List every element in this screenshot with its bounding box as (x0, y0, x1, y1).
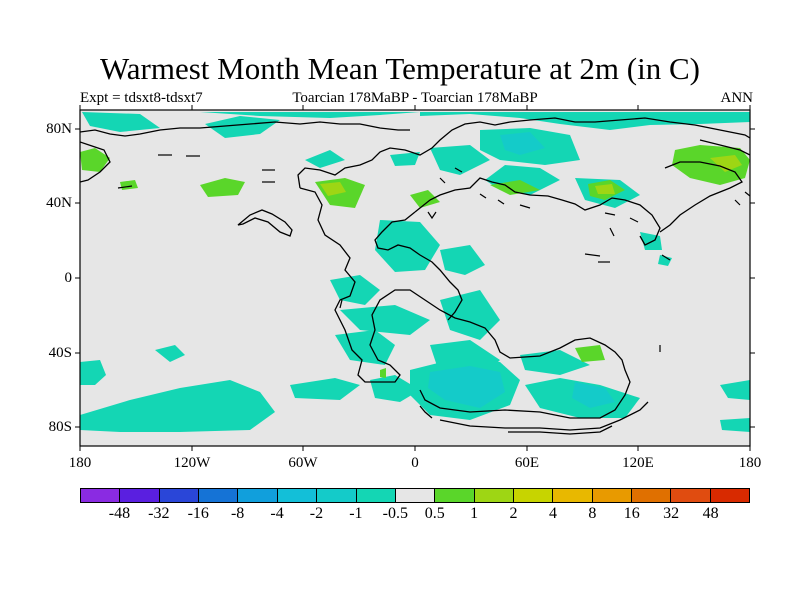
colorbar-label: 16 (623, 505, 640, 522)
colorbar-swatch (592, 489, 633, 502)
colorbar-label: -1 (349, 505, 363, 522)
colorbar-label: -16 (187, 505, 209, 522)
x-tick-label: 60W (288, 455, 318, 471)
period-label: Toarcian 178MaBP - Toarcian 178MaBP (292, 90, 538, 106)
colorbar-label: 48 (702, 505, 719, 522)
islands (117, 154, 750, 352)
colorbar-label: 0.5 (424, 505, 445, 522)
y-tick-label: 0 (64, 270, 73, 286)
colorbar-swatch (81, 489, 121, 502)
stronger-positive-areas (320, 155, 742, 196)
colorbar-swatch (395, 489, 436, 502)
map-title: Warmest Month Mean Temperature at 2m (in… (100, 51, 700, 86)
season-label: ANN (720, 90, 754, 106)
x-tick-label: 60E (514, 455, 540, 471)
colorbar-swatch (277, 489, 318, 502)
anomaly-field (80, 112, 750, 435)
colorbar-label: -2 (309, 505, 324, 522)
colorbar-label: -8 (230, 505, 245, 522)
x-tick-label: 180 (738, 455, 762, 471)
colorbar-swatch (553, 489, 593, 502)
stronger-negative-areas (428, 132, 615, 408)
colorbar-swatch (474, 489, 514, 502)
colorbar-label: 2 (509, 505, 518, 522)
colorbar-swatch (632, 489, 672, 502)
colorbar-label: -4 (270, 505, 284, 522)
colorbar-swatch (159, 489, 200, 502)
y-tick-label: 40S (48, 345, 72, 361)
y-tick-label: 80S (48, 419, 72, 435)
colorbar-swatch (435, 489, 475, 502)
colorbar-label: -32 (148, 505, 170, 522)
colorbar-swatch (356, 489, 396, 502)
colorbar-swatch (238, 489, 278, 502)
colorbar-label: 1 (470, 505, 479, 522)
y-tick-label: 80N (46, 121, 72, 137)
experiment-label: Expt = tdsxt8-tdsxt7 (80, 90, 203, 106)
colorbar-swatch (199, 489, 239, 502)
colorbar-swatch (710, 489, 750, 502)
colorbar-label: 8 (588, 505, 597, 522)
colorbar-swatch (120, 489, 160, 502)
colorbar-swatch (317, 489, 357, 502)
x-tick-label: 0 (411, 455, 419, 471)
x-tick-label: 120W (173, 455, 211, 471)
x-tick-label: 180 (68, 455, 92, 471)
colorbar-label: -48 (108, 505, 131, 522)
colorbar-label: -0.5 (382, 505, 408, 522)
y-tick-label: 40N (46, 195, 72, 211)
colorbar-label: 4 (548, 505, 557, 522)
axis-ticks (75, 105, 755, 451)
colorbar (80, 488, 750, 503)
colorbar-label: 32 (663, 505, 680, 522)
colorbar-swatch (671, 489, 711, 502)
coastlines (80, 117, 750, 435)
x-tick-label: 120E (622, 455, 654, 471)
colorbar-swatch (513, 489, 554, 502)
